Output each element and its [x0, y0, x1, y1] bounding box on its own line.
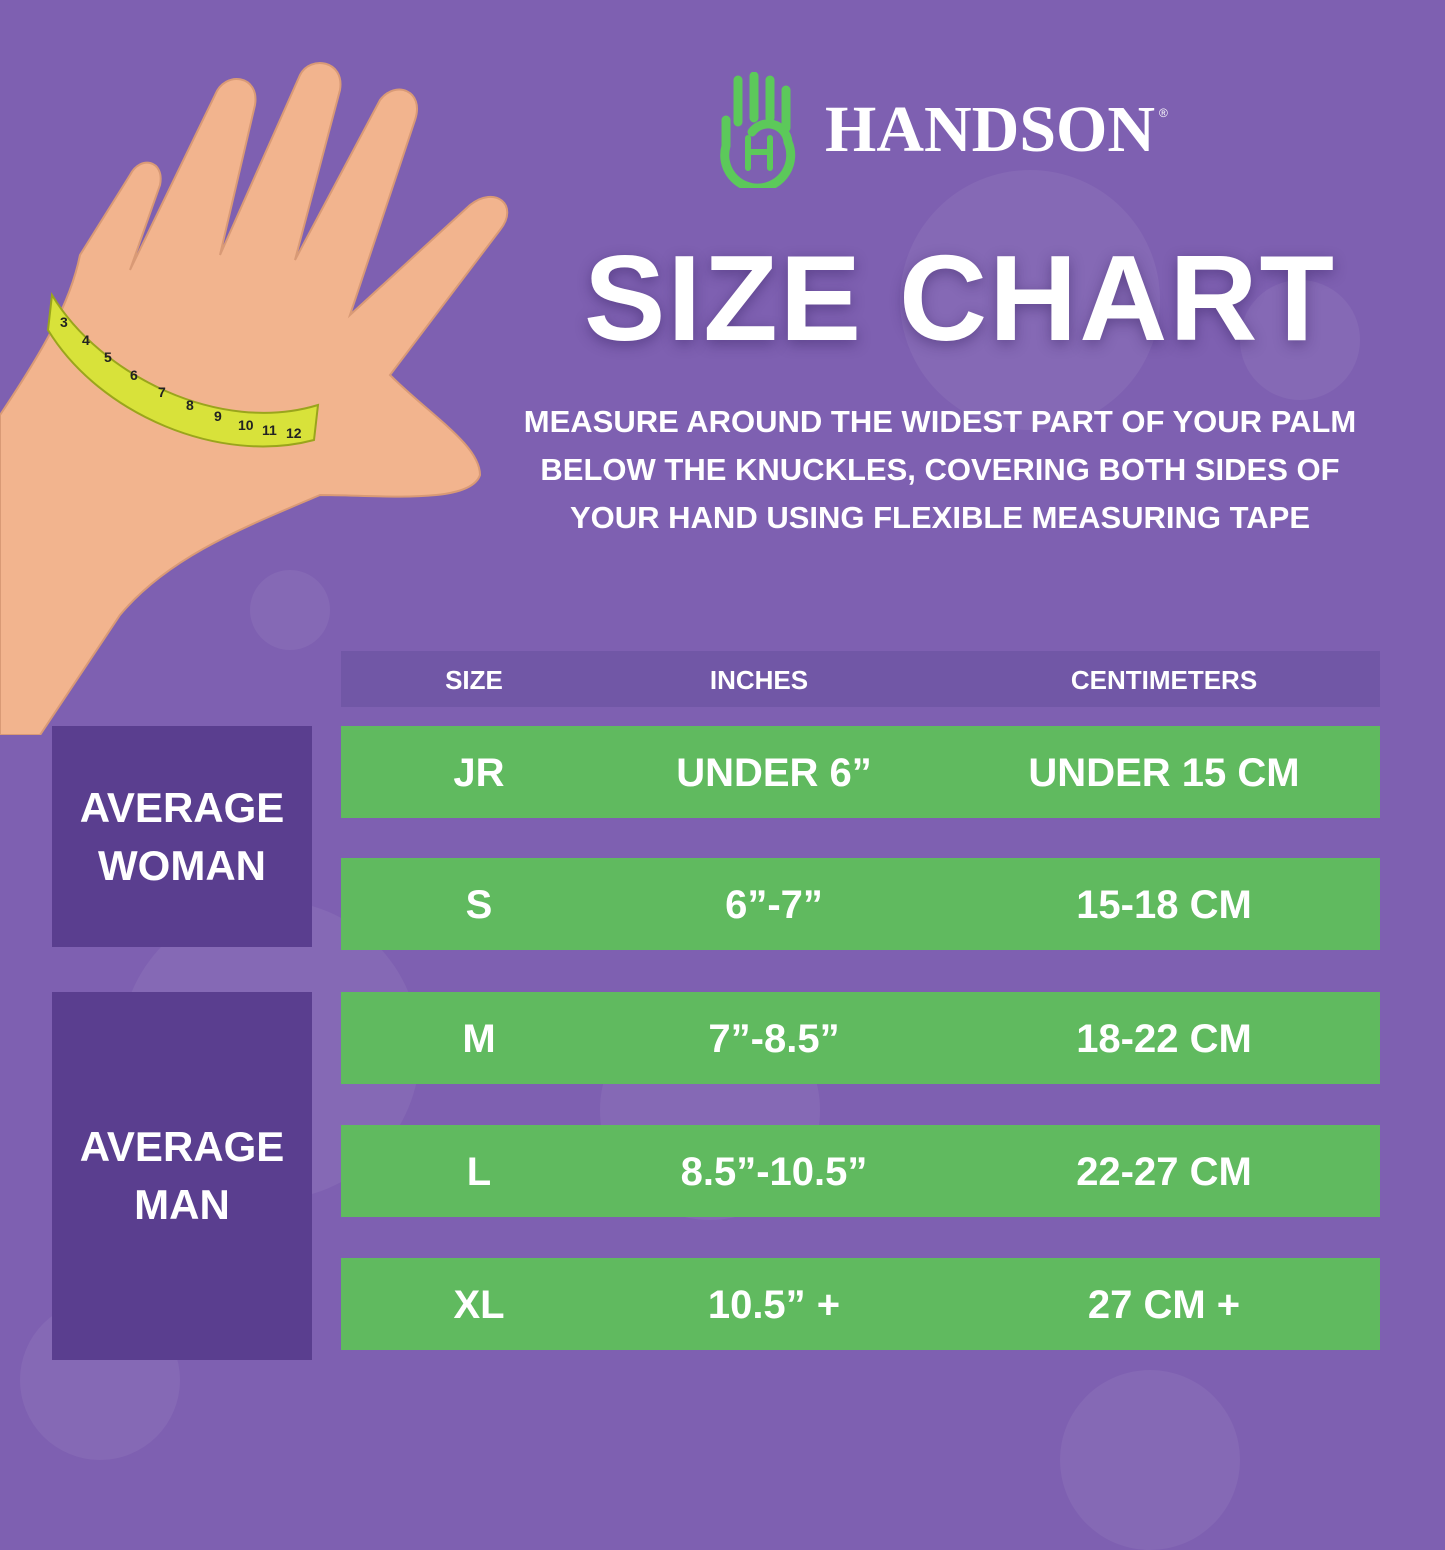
table-header: SIZE INCHES CENTIMETERS [341, 651, 1380, 707]
tape-number: 7 [158, 384, 166, 400]
header-inches: INCHES [709, 665, 809, 695]
tape-number: 5 [104, 349, 112, 365]
cm-cell: UNDER 15 CM [1028, 751, 1300, 795]
tape-number: 4 [82, 332, 90, 348]
tape-number: 9 [214, 408, 222, 424]
brand-name: HANDSON [825, 93, 1156, 166]
group-average-man: AVERAGE MAN [52, 992, 312, 1360]
cm-cell: 22-27 CM [1076, 1150, 1252, 1194]
inches-cell: 10.5” + [707, 1283, 841, 1327]
measuring-instructions: MEASURE AROUND THE WIDEST PART OF YOUR P… [523, 404, 1357, 535]
inches-cell: UNDER 6” [676, 751, 872, 795]
tape-number: 3 [60, 314, 68, 330]
size-cell: XL [453, 1283, 505, 1327]
inches-cell: 8.5”-10.5” [680, 1150, 868, 1194]
table-row: XL 10.5” + 27 CM + [341, 1258, 1380, 1350]
table-row: JR UNDER 6” UNDER 15 CM [341, 726, 1380, 818]
hand-h-logo-icon [720, 72, 796, 188]
registered-mark: ® [1159, 106, 1168, 120]
table-row: M 7”-8.5” 18-22 CM [341, 992, 1380, 1084]
size-cell: M [462, 1017, 496, 1061]
inches-cell: 6”-7” [725, 883, 823, 927]
table-row: S 6”-7” 15-18 CM [341, 858, 1380, 950]
table-row: L 8.5”-10.5” 22-27 CM [341, 1125, 1380, 1217]
cm-cell: 15-18 CM [1076, 883, 1252, 927]
hand-with-measuring-tape: 3 4 5 6 7 8 9 10 11 12 [0, 62, 509, 735]
brand-wordmark: HANDSON ® [825, 92, 1168, 168]
group-average-woman: AVERAGE WOMAN [52, 726, 312, 947]
tape-number: 8 [186, 397, 194, 413]
tape-number: 12 [286, 425, 302, 441]
header-size: SIZE [445, 665, 503, 695]
page-title: SIZE CHART [584, 230, 1336, 366]
cm-cell: 18-22 CM [1076, 1017, 1252, 1061]
tape-number: 11 [262, 422, 277, 438]
inches-cell: 7”-8.5” [708, 1017, 840, 1061]
tape-number: 6 [130, 367, 138, 383]
size-cell: S [465, 883, 493, 927]
cm-cell: 27 CM + [1087, 1283, 1241, 1327]
size-cell: L [466, 1150, 492, 1194]
tape-number: 10 [238, 417, 254, 433]
size-cell: JR [453, 751, 505, 795]
header-centimeters: CENTIMETERS [1070, 665, 1258, 695]
